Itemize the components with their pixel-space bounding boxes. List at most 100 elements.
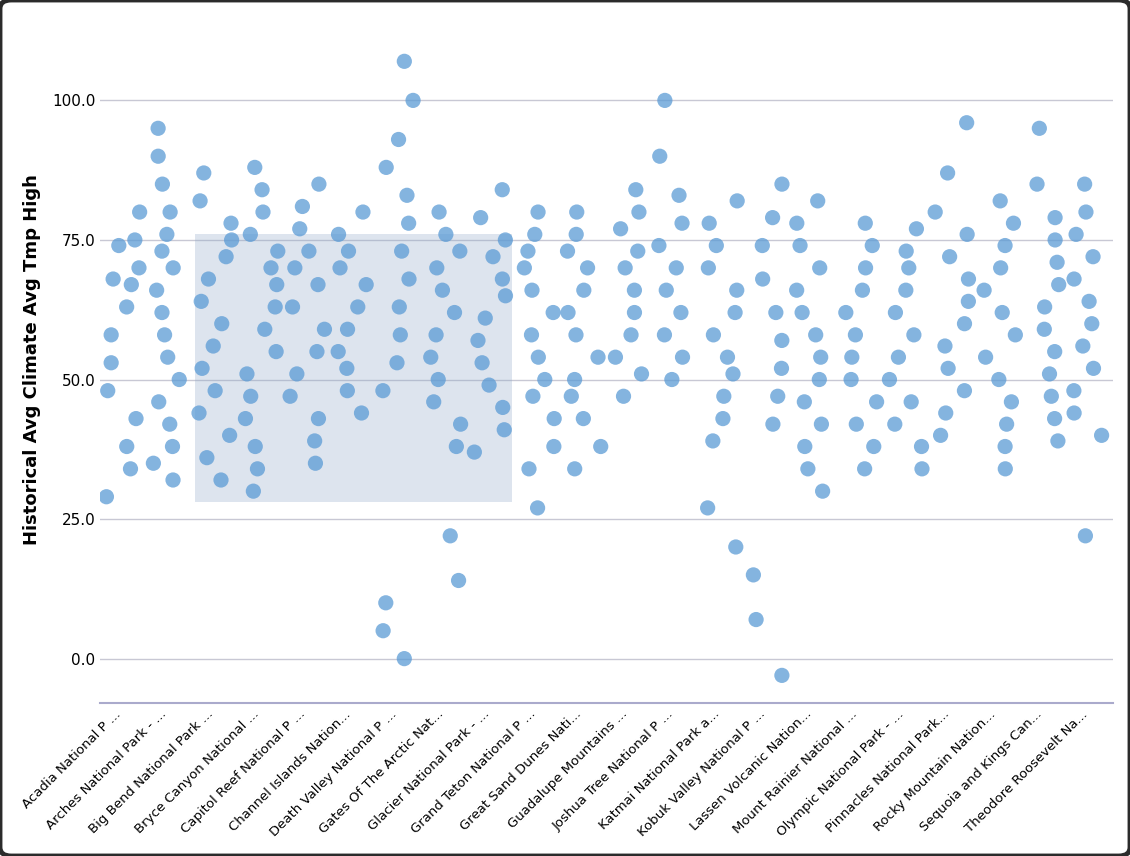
Point	[156, 328, 174, 342]
Point	[519, 244, 537, 258]
Point	[1076, 177, 1094, 191]
Point	[545, 306, 563, 319]
Point	[388, 356, 406, 370]
Point	[707, 239, 725, 253]
Point	[567, 228, 585, 241]
Point	[131, 205, 149, 219]
Point	[611, 222, 629, 235]
Point	[205, 339, 223, 353]
Point	[773, 361, 791, 375]
Point	[427, 328, 445, 342]
Point	[425, 395, 443, 408]
Point	[848, 418, 866, 431]
Point	[897, 283, 915, 297]
Point	[625, 283, 643, 297]
Point	[615, 389, 633, 403]
Point	[331, 261, 349, 275]
Point	[796, 395, 814, 408]
Point	[655, 328, 673, 342]
Point	[104, 272, 122, 286]
Point	[1041, 367, 1059, 381]
Point	[768, 389, 786, 403]
Point	[567, 205, 585, 219]
Point	[809, 194, 827, 208]
Point	[434, 283, 452, 297]
Point	[118, 300, 136, 314]
Point	[567, 328, 585, 342]
Point	[991, 194, 1009, 208]
Point	[931, 429, 949, 443]
Point	[171, 372, 189, 386]
Point	[575, 283, 593, 297]
Point	[339, 244, 357, 258]
Point	[529, 205, 547, 219]
Point	[496, 233, 514, 247]
Point	[728, 194, 746, 208]
Point	[793, 306, 811, 319]
Point	[400, 272, 418, 286]
Point	[842, 372, 860, 386]
Point	[1084, 250, 1102, 264]
Point	[212, 317, 231, 330]
Point	[396, 55, 414, 68]
Point	[975, 283, 993, 297]
Point	[1035, 300, 1053, 314]
Point	[493, 183, 511, 197]
Point	[199, 272, 217, 286]
Point	[125, 233, 144, 247]
Point	[622, 328, 640, 342]
Point	[1049, 434, 1067, 448]
Point	[1046, 233, 1064, 247]
Point	[220, 429, 238, 443]
Point	[255, 323, 273, 336]
Point	[158, 228, 176, 241]
Point	[353, 406, 371, 419]
Point	[212, 473, 231, 487]
Point	[102, 328, 120, 342]
Point	[880, 372, 898, 386]
Point	[773, 334, 791, 348]
Point	[97, 490, 115, 503]
Point	[421, 350, 440, 364]
Point	[194, 166, 212, 180]
Point	[651, 150, 669, 163]
Point	[724, 367, 742, 381]
Point	[245, 161, 263, 175]
Point	[857, 261, 875, 275]
Point	[812, 418, 831, 431]
Point	[1031, 122, 1049, 135]
Point	[354, 205, 372, 219]
Point	[529, 501, 547, 514]
Point	[727, 306, 745, 319]
Point	[267, 300, 285, 314]
Point	[958, 228, 976, 241]
Point	[773, 177, 791, 191]
Point	[764, 211, 782, 224]
Point	[545, 440, 563, 454]
Point	[536, 372, 554, 386]
Point	[480, 378, 498, 392]
Point	[1077, 529, 1095, 543]
Point	[719, 350, 737, 364]
Point	[764, 418, 782, 431]
Point	[886, 306, 904, 319]
Point	[993, 306, 1011, 319]
Point	[495, 423, 513, 437]
Point	[221, 217, 240, 230]
Point	[149, 150, 167, 163]
Point	[121, 462, 139, 476]
Point	[1083, 317, 1101, 330]
Point	[868, 395, 886, 408]
Point	[206, 383, 224, 397]
Point	[160, 418, 179, 431]
Point	[338, 361, 356, 375]
Point	[899, 261, 918, 275]
Point	[754, 239, 772, 253]
Point	[1074, 339, 1092, 353]
Point	[1035, 323, 1053, 336]
Point	[1066, 406, 1084, 419]
Point	[747, 613, 765, 627]
Point	[305, 434, 323, 448]
Point	[1002, 395, 1020, 408]
Point	[791, 239, 809, 253]
